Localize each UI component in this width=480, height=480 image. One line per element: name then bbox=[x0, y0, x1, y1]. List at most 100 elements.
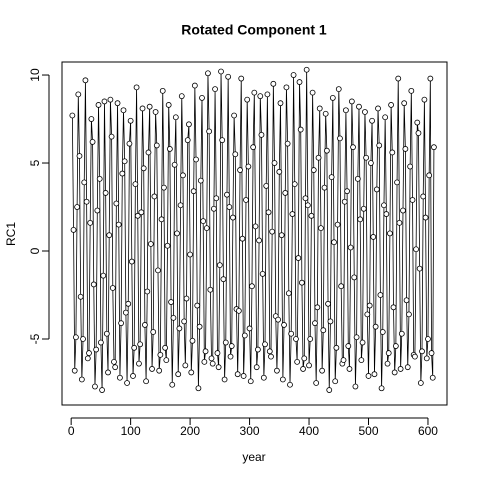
data-point bbox=[138, 209, 145, 216]
data-point bbox=[208, 355, 215, 362]
data-point bbox=[243, 197, 249, 203]
data-point bbox=[196, 323, 203, 330]
data-point bbox=[170, 314, 177, 321]
data-point bbox=[283, 84, 290, 91]
data-point bbox=[80, 336, 86, 342]
data-point bbox=[164, 242, 171, 249]
data-point bbox=[117, 374, 123, 381]
data-point bbox=[296, 79, 303, 85]
data-point bbox=[372, 323, 379, 330]
data-point bbox=[147, 241, 154, 247]
data-point bbox=[195, 385, 202, 392]
data-point bbox=[105, 369, 111, 376]
data-point bbox=[408, 87, 415, 94]
data-point bbox=[122, 309, 129, 316]
data-point bbox=[308, 212, 315, 219]
data-point bbox=[423, 355, 430, 362]
data-point bbox=[401, 100, 408, 107]
data-point bbox=[383, 211, 390, 217]
data-point bbox=[327, 318, 334, 325]
data-point bbox=[262, 341, 268, 348]
data-point bbox=[111, 358, 117, 365]
data-point bbox=[270, 80, 277, 87]
data-point bbox=[78, 376, 85, 383]
data-point bbox=[322, 110, 329, 117]
data-point bbox=[265, 209, 272, 216]
data-point bbox=[153, 142, 160, 149]
data-point bbox=[126, 140, 133, 147]
data-point bbox=[348, 98, 355, 105]
data-point bbox=[375, 105, 381, 112]
data-point bbox=[421, 96, 428, 103]
data-point bbox=[332, 378, 339, 385]
data-point bbox=[409, 197, 416, 203]
data-point bbox=[184, 137, 191, 144]
data-point bbox=[118, 320, 125, 327]
data-line bbox=[71, 69, 435, 391]
data-point bbox=[312, 320, 318, 327]
data-point bbox=[304, 202, 311, 209]
data-point bbox=[345, 343, 352, 349]
data-point bbox=[89, 138, 96, 145]
data-point bbox=[93, 346, 100, 353]
data-point bbox=[186, 121, 192, 128]
data-point bbox=[340, 357, 347, 364]
data-point bbox=[209, 360, 216, 367]
data-point bbox=[350, 144, 356, 151]
data-point bbox=[258, 131, 265, 138]
data-point bbox=[156, 367, 163, 374]
data-point bbox=[101, 98, 108, 105]
data-point bbox=[301, 355, 308, 362]
data-point bbox=[264, 91, 271, 98]
data-point bbox=[360, 205, 367, 212]
data-point bbox=[241, 332, 248, 339]
data-point bbox=[391, 369, 398, 376]
data-point bbox=[277, 100, 284, 107]
data-point bbox=[326, 387, 333, 393]
data-point bbox=[88, 116, 95, 122]
data-point bbox=[302, 195, 309, 202]
data-point bbox=[422, 214, 429, 221]
data-point bbox=[351, 274, 358, 281]
data-point bbox=[87, 219, 94, 226]
data-point bbox=[313, 380, 320, 386]
data-point bbox=[180, 172, 186, 179]
data-point bbox=[366, 302, 373, 309]
data-point bbox=[397, 366, 404, 372]
data-point bbox=[107, 96, 114, 103]
data-point bbox=[90, 281, 97, 288]
data-point bbox=[128, 258, 135, 265]
data-point bbox=[404, 364, 411, 371]
data-point bbox=[86, 350, 92, 356]
data-point bbox=[131, 344, 138, 351]
data-point bbox=[295, 255, 302, 261]
data-point bbox=[125, 300, 132, 307]
data-point bbox=[218, 68, 224, 75]
data-point bbox=[321, 184, 328, 191]
data-point bbox=[356, 103, 362, 110]
data-point bbox=[316, 105, 323, 112]
data-point bbox=[137, 341, 144, 348]
data-point bbox=[235, 307, 242, 314]
data-point bbox=[263, 182, 270, 189]
data-point bbox=[282, 190, 289, 196]
data-point bbox=[284, 140, 291, 147]
data-point bbox=[171, 161, 178, 168]
data-point bbox=[205, 70, 211, 77]
data-point bbox=[144, 288, 151, 295]
y-tick-label: 10 bbox=[28, 68, 42, 82]
data-point bbox=[254, 346, 261, 353]
data-point bbox=[206, 128, 213, 135]
data-point bbox=[161, 184, 167, 191]
data-point bbox=[215, 364, 222, 371]
data-point bbox=[407, 163, 414, 170]
data-point bbox=[398, 330, 405, 337]
data-point bbox=[150, 329, 157, 335]
data-point bbox=[162, 344, 169, 351]
data-point bbox=[406, 311, 412, 318]
data-point bbox=[291, 181, 298, 188]
data-point bbox=[256, 237, 262, 244]
x-axis-label: year bbox=[242, 450, 265, 464]
data-point bbox=[306, 362, 312, 369]
data-point bbox=[82, 77, 89, 84]
